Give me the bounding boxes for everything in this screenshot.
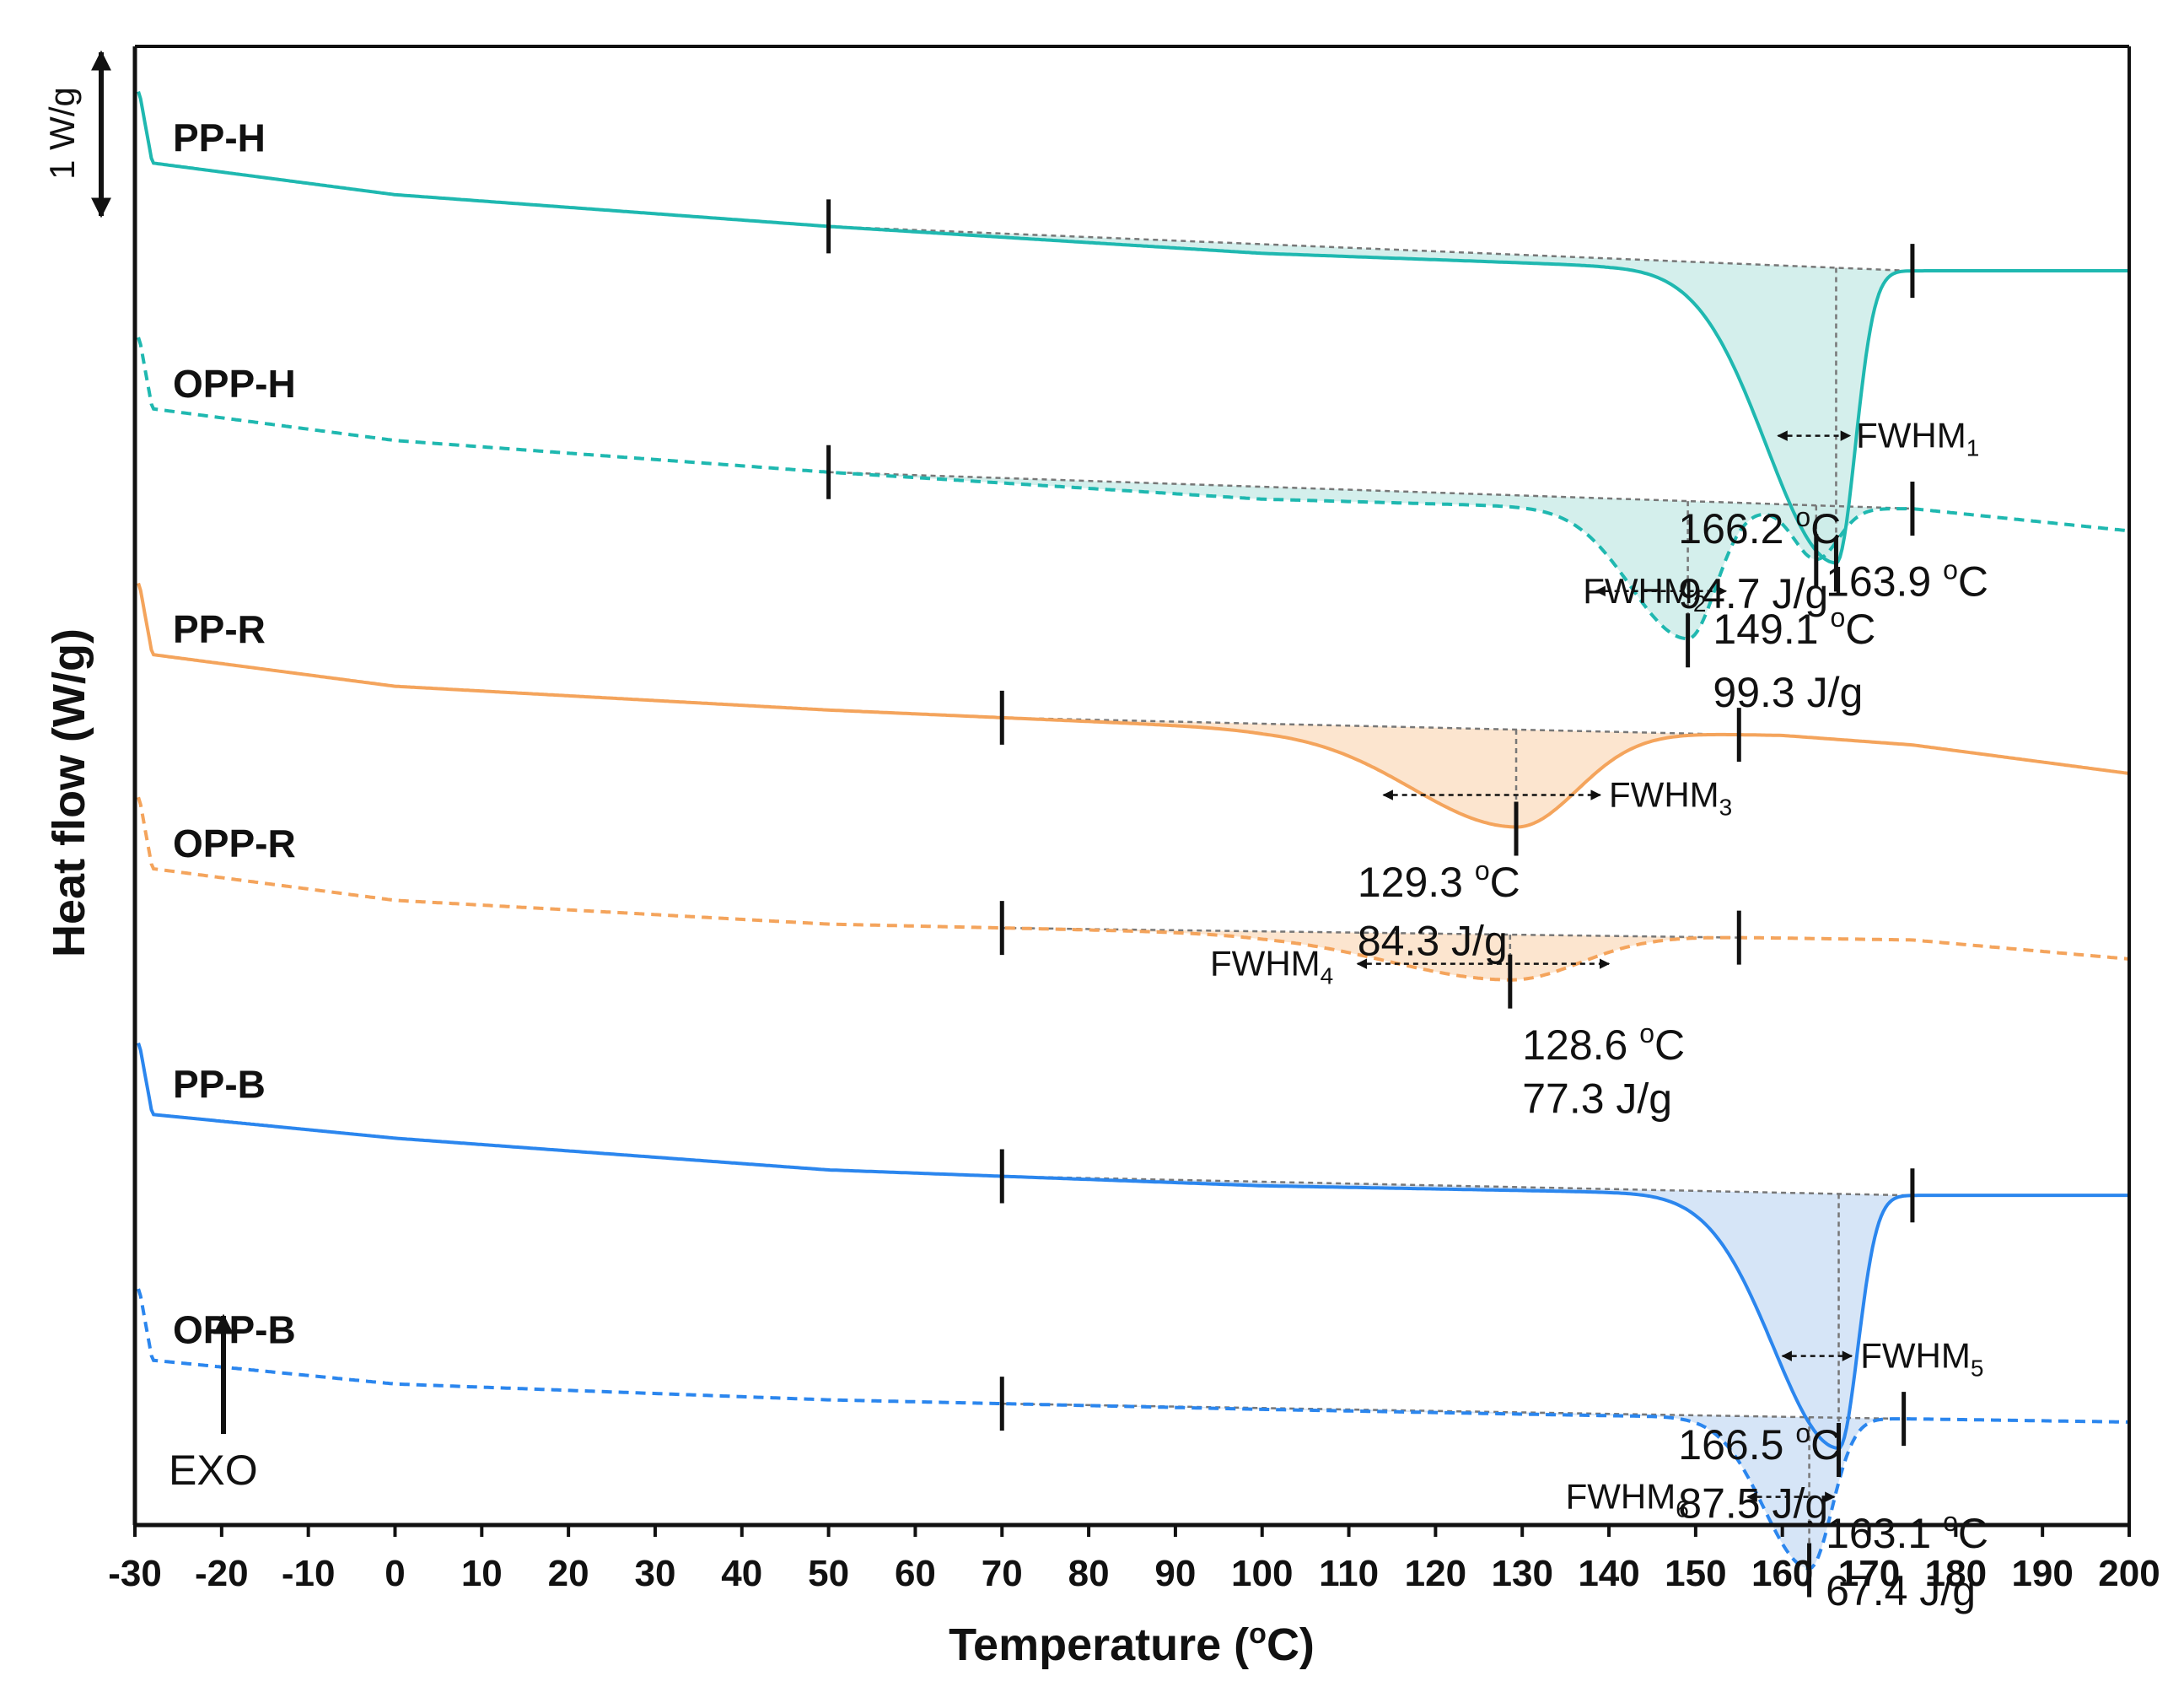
fwhm-label-opp-b: FWHM6 [1566, 1477, 1689, 1522]
x-tick-label: 30 [634, 1553, 675, 1594]
y-axis-title: Heat flow (W/g) [44, 628, 94, 957]
x-tick-label: 20 [548, 1553, 589, 1594]
exo-label: EXO [169, 1447, 258, 1494]
marks-layer [826, 199, 1915, 1598]
x-tick-label: 60 [895, 1553, 936, 1594]
scale-bar: 1 W/g [42, 50, 111, 218]
fwhm-label-pp-b: FWHM5 [1860, 1336, 1983, 1382]
annotation-opp-h: 99.3 J/g [1713, 669, 1863, 716]
x-tick-label: 130 [1492, 1553, 1553, 1594]
curve-pp-r [137, 582, 2129, 829]
annotation-opp-r: 128.6 oC [1522, 1018, 1685, 1069]
x-tick-label: 170 [1838, 1553, 1900, 1594]
annotation-opp-r: 77.3 J/g [1522, 1075, 1672, 1123]
x-tick-label: 140 [1578, 1553, 1639, 1594]
axes [132, 45, 2131, 1528]
fwhm-label-pp-h: FWHM1 [1856, 416, 1979, 461]
scale-bar-label: 1 W/g [42, 87, 82, 180]
fwhm-label-opp-h: FWHM2 [1583, 571, 1706, 617]
x-tick-label: -20 [195, 1553, 249, 1594]
annotation-opp-b: 163.1 oC [1826, 1506, 1988, 1557]
annotation-opp-h: 163.9 oC [1826, 554, 1988, 605]
x-ticks [133, 1525, 2131, 1537]
exo-indicator: EXO [169, 1313, 258, 1494]
x-tick-label: 160 [1751, 1553, 1813, 1594]
x-tick-label: -10 [282, 1553, 336, 1594]
x-tick-label: 0 [385, 1553, 405, 1594]
x-tick-label: 100 [1231, 1553, 1293, 1594]
x-tick-label: 200 [2098, 1553, 2160, 1594]
x-tick-label: 90 [1154, 1553, 1196, 1594]
curve-opp-h [137, 337, 2129, 641]
x-tick-label: 150 [1665, 1553, 1726, 1594]
baseline-pp-h [828, 225, 1912, 272]
fwhm-label-pp-r: FWHM3 [1609, 775, 1732, 821]
x-tick-label: 190 [2011, 1553, 2073, 1594]
series-label-opp-b: OPP-B [173, 1308, 296, 1352]
baseline-opp-b [1002, 1402, 1904, 1420]
x-tick-label: -30 [108, 1553, 162, 1594]
x-tick-label: 110 [1319, 1553, 1379, 1594]
x-tick-label: 10 [461, 1553, 503, 1594]
fill-pp-b [1002, 1176, 1912, 1448]
annotation-pp-h: 166.2 oC [1678, 502, 1841, 552]
annotation-pp-h: 94.7 J/g [1678, 570, 1828, 617]
series-label-pp-b: PP-B [173, 1062, 266, 1106]
baseline-opp-h [828, 471, 1912, 510]
annotation-pp-b: 166.5 oC [1678, 1418, 1841, 1469]
curves-layer [137, 91, 2129, 1571]
baseline-pp-b [1002, 1175, 1912, 1197]
series-label-opp-r: OPP-R [173, 822, 296, 865]
x-tick-label: 80 [1068, 1553, 1110, 1594]
curve-opp-r [137, 796, 2129, 982]
x-tick-label: 120 [1405, 1553, 1466, 1594]
fwhm-label-opp-r: FWHM4 [1210, 944, 1333, 989]
annotation-pp-r: 84.3 J/g [1358, 918, 1508, 965]
x-tick-label: 50 [808, 1553, 849, 1594]
x-tick-label: 70 [982, 1553, 1023, 1594]
series-label-pp-r: PP-R [173, 607, 266, 651]
curve-pp-h [137, 91, 2128, 565]
x-axis-title: Temperature (oC) [949, 1618, 1315, 1670]
baseline-pp-r [1002, 716, 1740, 736]
annotation-pp-r: 129.3 oC [1358, 855, 1520, 906]
annotation-pp-b: 87.5 J/g [1678, 1480, 1828, 1528]
x-tick-labels: -30 -20 -10 0 10 20 30 40 50 60 70 80 90 100 110 120 130… [108, 1553, 2160, 1594]
x-tick-label: 40 [721, 1553, 762, 1594]
curve-opp-b [137, 1288, 2128, 1571]
annotation-opp-b: 67.4 J/g [1826, 1567, 1976, 1614]
x-tick-label: 180 [1925, 1553, 1987, 1594]
series-label-pp-h: PP-H [173, 116, 266, 159]
fill-opp-b [1002, 1404, 1904, 1569]
curve-pp-b [137, 1043, 2128, 1450]
series-label-opp-h: OPP-H [173, 362, 296, 406]
annotation-opp-h: 149.1 oC [1713, 602, 1875, 653]
fill-opp-h [828, 472, 1912, 639]
